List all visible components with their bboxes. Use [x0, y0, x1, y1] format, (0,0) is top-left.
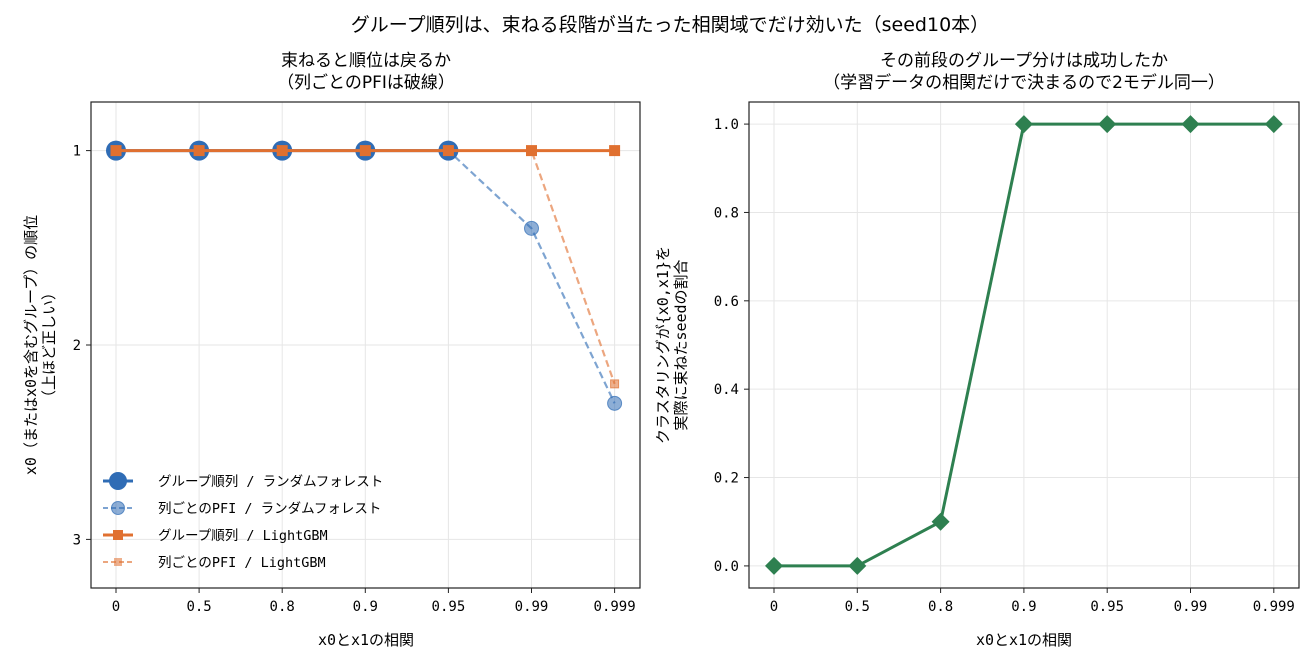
left-y-axis-label-line2: （上ほど正しい）: [40, 285, 58, 405]
right-y-tick-label: 0.8: [714, 205, 739, 221]
legend-marker-3: [114, 558, 122, 566]
left-x-tick-label: 0.999: [594, 599, 636, 615]
right-y-tick-label: 0.6: [714, 294, 739, 310]
right-x-axis-label: x0とx1の相関: [976, 631, 1072, 649]
right-y-tick-label: 0.4: [714, 382, 739, 398]
right-y-tick-label: 1.0: [714, 117, 739, 133]
left-series-1-point: [607, 395, 623, 411]
left-series-layer: [106, 140, 623, 411]
left-x-tick-label: 0.95: [432, 599, 466, 615]
left-x-tick-label: 0.99: [515, 599, 549, 615]
left-y-tick-label: 2: [73, 338, 81, 354]
right-series-0-point: [931, 512, 950, 531]
legend-marker-2: [113, 530, 123, 540]
right-series-0-point: [1181, 115, 1200, 134]
legend-marker-0: [109, 472, 127, 490]
right-x-tick-label: 0: [770, 599, 778, 615]
right-x-tick-label: 0.99: [1174, 599, 1208, 615]
legend-label-0: グループ順列 / ランダムフォレスト: [158, 474, 383, 490]
left-y-tick-label: 1: [73, 144, 81, 160]
legend-label-3: 列ごとのPFI / LightGBM: [158, 555, 326, 571]
left-x-ticks: 0 0.5 0.8 0.9 0.95 0.99 0.999: [112, 588, 636, 615]
right-y-tick-label: 0.0: [714, 559, 739, 575]
left-x-tick-label: 0: [112, 599, 120, 615]
left-gridlines: [91, 102, 640, 588]
left-series-2-point: [110, 145, 122, 157]
right-y-axis-label-line2: 実際に束ねたseedの割合: [672, 259, 690, 430]
right-series-0-point: [1014, 115, 1033, 134]
left-x-tick-label: 0.8: [270, 599, 295, 615]
right-x-ticks: 0 0.5 0.8 0.9 0.95 0.99 0.999: [770, 588, 1295, 615]
figure-suptitle: グループ順列は、束ねる段階が当たった相関域でだけ効いた（seed10本）: [351, 14, 989, 36]
left-series-1-point: [524, 220, 539, 236]
legend-label-1: 列ごとのPFI / ランダムフォレスト: [158, 501, 381, 517]
right-x-tick-label: 0.8: [928, 599, 953, 615]
legend-label-2: グループ順列 / LightGBM: [158, 528, 328, 544]
left-x-tick-label: 0.5: [186, 599, 211, 615]
left-title-line1: 束ねると順位は戻るか: [281, 51, 451, 71]
right-y-ticks: 0.0 0.2 0.4 0.6 0.8 1.0: [714, 117, 749, 575]
right-x-tick-label: 0.9: [1011, 599, 1036, 615]
left-series-2-point: [359, 145, 371, 157]
right-x-tick-label: 0.5: [845, 599, 870, 615]
right-series-0-point: [1264, 115, 1283, 134]
right-x-tick-label: 0.95: [1090, 599, 1124, 615]
left-y-axis-label-line1: x0（またはx0を含むグループ）の順位: [22, 215, 40, 475]
left-y-ticks: 1 2 3: [73, 144, 91, 548]
right-title-line2: （学習データの相関だけで決まるので2モデル同一）: [823, 72, 1225, 93]
left-panel: 束ねると順位は戻るか （列ごとのPFIは破線） 0 0.5 0.8 0.9 0.95 0.…: [22, 51, 641, 649]
right-x-tick-label: 0.999: [1253, 599, 1295, 615]
left-series-2-point: [526, 145, 537, 157]
right-gridlines: [749, 102, 1299, 588]
right-panel: その前段のグループ分けは成功したか （学習データの相関だけで決まるので2モデル同…: [654, 51, 1300, 649]
right-series-0-point: [1098, 115, 1117, 134]
right-series-0-point: [848, 556, 867, 575]
left-y-tick-label: 3: [73, 532, 81, 548]
legend-marker-1: [111, 501, 125, 515]
left-series-2-point: [193, 145, 205, 157]
left-x-tick-label: 0.9: [353, 599, 378, 615]
right-series-0-point: [765, 556, 783, 575]
left-title-line2: （列ごとのPFIは破線）: [277, 73, 455, 93]
left-series-2-point: [442, 145, 454, 157]
left-series-3-point: [610, 379, 620, 389]
right-series-layer: [765, 115, 1283, 575]
right-y-axis-label-line1: クラスタリングが{x0,x1}を: [654, 246, 672, 444]
left-series-2-point: [609, 145, 621, 157]
right-y-tick-label: 0.2: [714, 471, 739, 487]
left-x-axis-label: x0とx1の相関: [318, 631, 414, 649]
right-title-line1: その前段のグループ分けは成功したか: [880, 51, 1168, 71]
left-series-2-point: [276, 145, 288, 157]
